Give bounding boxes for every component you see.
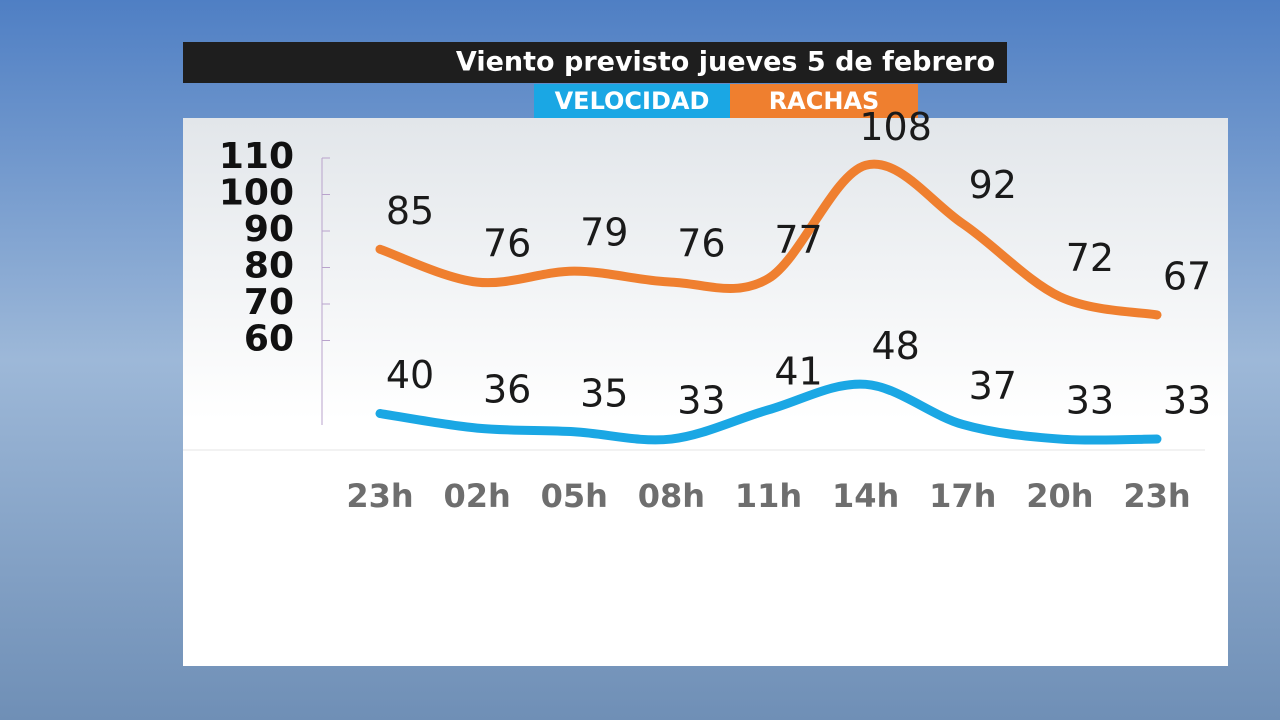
chart-title: Viento previsto jueves 5 de febrero bbox=[456, 47, 995, 78]
series-line bbox=[375, 379, 1162, 445]
data-label: 40 bbox=[386, 353, 434, 397]
data-label: 76 bbox=[483, 222, 531, 266]
y-tick-label: 90 bbox=[244, 209, 294, 250]
data-label: 92 bbox=[969, 163, 1017, 207]
x-tick-label: 02h bbox=[443, 477, 510, 515]
data-label: 48 bbox=[871, 324, 919, 368]
data-label: 41 bbox=[774, 349, 822, 393]
x-tick-label: 14h bbox=[832, 477, 899, 515]
x-tick-label: 17h bbox=[929, 477, 996, 515]
data-label: 85 bbox=[386, 189, 434, 233]
x-tick-label: 23h bbox=[346, 477, 413, 515]
x-tick-label: 11h bbox=[735, 477, 802, 515]
y-tick-label: 100 bbox=[219, 173, 294, 214]
x-tick-label: 20h bbox=[1026, 477, 1093, 515]
legend-swatch bbox=[534, 84, 730, 118]
data-label: 108 bbox=[859, 105, 932, 149]
y-tick-label: 70 bbox=[244, 282, 294, 323]
data-label: 79 bbox=[580, 211, 628, 255]
data-label: 72 bbox=[1066, 236, 1114, 280]
y-tick-label: 80 bbox=[244, 246, 294, 287]
data-label: 67 bbox=[1163, 254, 1211, 298]
x-tick-label: 08h bbox=[638, 477, 705, 515]
title-bar bbox=[183, 42, 1007, 83]
y-tick-label: 60 bbox=[244, 319, 294, 360]
x-tick-label: 23h bbox=[1123, 477, 1190, 515]
x-tick-label: 05h bbox=[541, 477, 608, 515]
data-label: 76 bbox=[677, 222, 725, 266]
data-label: 36 bbox=[483, 368, 531, 412]
data-label: 35 bbox=[580, 371, 628, 415]
legend-label: VELOCIDAD bbox=[555, 87, 710, 115]
y-tick-label: 110 bbox=[219, 136, 294, 177]
legend-label: RACHAS bbox=[769, 87, 880, 115]
data-label: 77 bbox=[774, 218, 822, 262]
series-line bbox=[375, 159, 1162, 320]
data-label: 33 bbox=[1066, 379, 1114, 423]
data-label: 33 bbox=[1163, 379, 1211, 423]
data-label: 33 bbox=[677, 379, 725, 423]
data-label: 37 bbox=[969, 364, 1017, 408]
chart-panel bbox=[183, 118, 1228, 666]
legend-swatch bbox=[730, 84, 918, 118]
